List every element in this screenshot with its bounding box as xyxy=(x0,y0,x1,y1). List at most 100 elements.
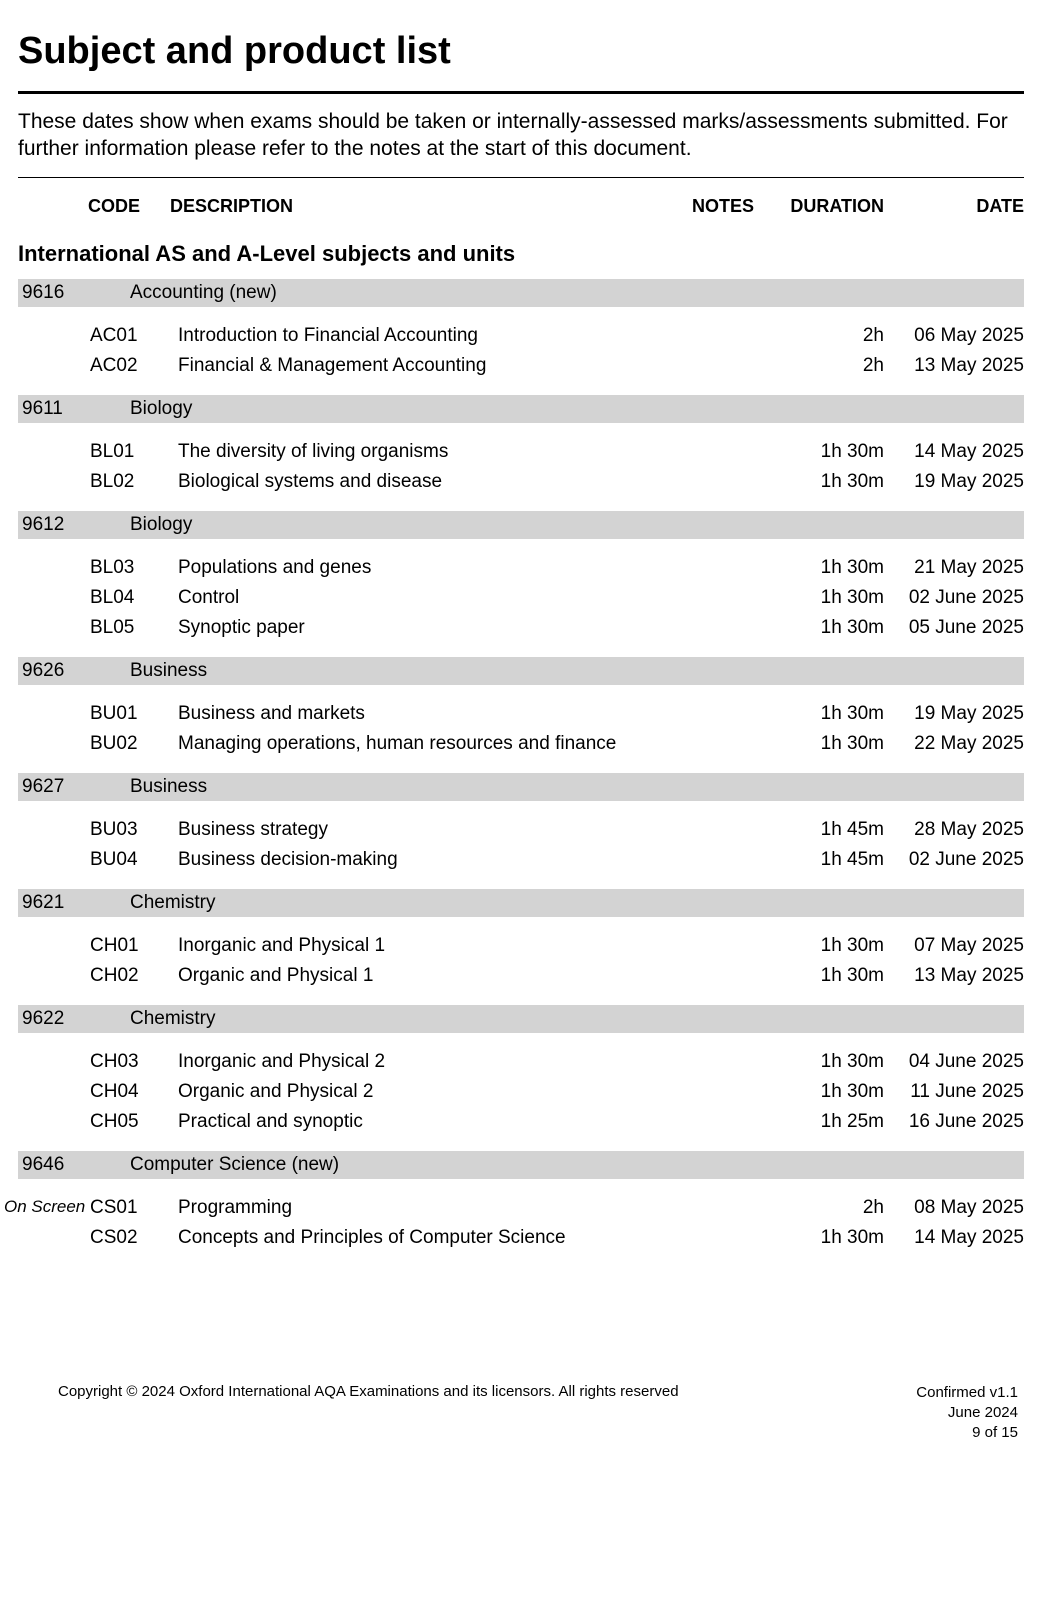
unit-row: CH02Organic and Physical 11h 30m13 May 2… xyxy=(18,961,1024,991)
unit-code: CH03 xyxy=(88,1051,178,1073)
unit-date: 13 May 2025 xyxy=(884,965,1024,987)
unit-description: The diversity of living organisms xyxy=(178,441,654,463)
unit-note xyxy=(4,849,88,871)
unit-description: Financial & Management Accounting xyxy=(178,355,654,377)
unit-duration: 1h 30m xyxy=(754,557,884,579)
unit-date: 05 June 2025 xyxy=(884,617,1024,639)
subject-name: Accounting (new) xyxy=(130,282,1024,304)
unit-row: BU04Business decision-making1h 45m02 Jun… xyxy=(18,845,1024,875)
unit-date: 08 May 2025 xyxy=(884,1197,1024,1219)
subject-name: Business xyxy=(130,660,1024,682)
unit-note xyxy=(4,617,88,639)
unit-note xyxy=(4,471,88,493)
unit-description: Inorganic and Physical 2 xyxy=(178,1051,654,1073)
subject-bar: 9612 Biology xyxy=(18,511,1024,539)
intro-text: These dates show when exams should be ta… xyxy=(18,108,1024,163)
unit-date: 04 June 2025 xyxy=(884,1051,1024,1073)
unit-description: Managing operations, human resources and… xyxy=(178,733,654,755)
subject-code: 9611 xyxy=(20,398,90,420)
page-title: Subject and product list xyxy=(18,30,1024,73)
unit-date: 22 May 2025 xyxy=(884,733,1024,755)
footer-right: Confirmed v1.1 June 2024 9 of 15 xyxy=(916,1383,1018,1444)
unit-description: Introduction to Financial Accounting xyxy=(178,325,654,347)
unit-date: 13 May 2025 xyxy=(884,355,1024,377)
unit-row: BL05Synoptic paper1h 30m05 June 2025 xyxy=(18,613,1024,643)
divider-intro xyxy=(18,177,1024,178)
unit-code: BU01 xyxy=(88,703,178,725)
subjects-container: 9616Accounting (new)AC01Introduction to … xyxy=(18,279,1024,1263)
footer-copyright: Copyright © 2024 Oxford International AQ… xyxy=(58,1383,679,1400)
unit-code: BL02 xyxy=(88,471,178,493)
unit-date: 19 May 2025 xyxy=(884,471,1024,493)
unit-note xyxy=(4,935,88,957)
unit-block: CH03Inorganic and Physical 2 1h 30m04 Jun… xyxy=(18,1033,1024,1147)
unit-duration: 1h 30m xyxy=(754,1227,884,1249)
subject-name: Chemistry xyxy=(130,1008,1024,1030)
unit-note xyxy=(4,355,88,377)
subject-code: 9622 xyxy=(20,1008,90,1030)
unit-note xyxy=(4,441,88,463)
subject-bar: 9622 Chemistry xyxy=(18,1005,1024,1033)
unit-row: BU01Business and markets1h 30m19 May 202… xyxy=(18,699,1024,729)
unit-block: AC01Introduction to Financial Accounting… xyxy=(18,307,1024,391)
unit-duration: 1h 30m xyxy=(754,965,884,987)
unit-row: AC01Introduction to Financial Accounting… xyxy=(18,321,1024,351)
unit-block: CH01Inorganic and Physical 11h 30m07 May… xyxy=(18,917,1024,1001)
unit-duration: 2h xyxy=(754,325,884,347)
section-title: International AS and A-Level subjects an… xyxy=(18,241,1024,267)
col-date: DATE xyxy=(884,196,1024,217)
unit-row: BL01The diversity of living organisms1h … xyxy=(18,437,1024,467)
unit-duration: 1h 30m xyxy=(754,617,884,639)
unit-date: 11 June 2025 xyxy=(884,1081,1024,1103)
unit-duration: 2h xyxy=(754,355,884,377)
divider-top xyxy=(18,91,1024,94)
unit-code: CH04 xyxy=(88,1081,178,1103)
subject-bar: 9621 Chemistry xyxy=(18,889,1024,917)
unit-description: Concepts and Principles of Computer Scie… xyxy=(178,1227,654,1249)
unit-description: Business decision-making xyxy=(178,849,654,871)
unit-description: Practical and synoptic xyxy=(178,1111,654,1133)
unit-code: BL04 xyxy=(88,587,178,609)
column-headers: CODE DESCRIPTION NOTES DURATION DATE xyxy=(18,190,1024,227)
subject-code: 9621 xyxy=(20,892,90,914)
unit-row: CH05Practical and synoptic1h 25m16 June … xyxy=(18,1107,1024,1137)
unit-note xyxy=(4,1081,88,1103)
unit-row: CH04Organic and Physical 21h 30m11 June … xyxy=(18,1077,1024,1107)
unit-note: On Screen xyxy=(4,1197,88,1219)
unit-note xyxy=(4,1051,88,1073)
unit-description: Business strategy xyxy=(178,819,654,841)
unit-code: BU04 xyxy=(88,849,178,871)
subject-name: Business xyxy=(130,776,1024,798)
unit-block: BL03Populations and genes1h 30m21 May 20… xyxy=(18,539,1024,653)
unit-note xyxy=(4,733,88,755)
unit-row: BL04Control1h 30m02 June 2025 xyxy=(18,583,1024,613)
col-description: DESCRIPTION xyxy=(168,196,654,217)
col-code: CODE xyxy=(88,196,168,217)
subject-name: Computer Science (new) xyxy=(130,1154,1024,1176)
unit-code: BL01 xyxy=(88,441,178,463)
unit-note xyxy=(4,819,88,841)
unit-duration: 1h 25m xyxy=(754,1111,884,1133)
unit-duration: 1h 30m xyxy=(754,703,884,725)
subject-code: 9627 xyxy=(20,776,90,798)
unit-date: 28 May 2025 xyxy=(884,819,1024,841)
unit-code: CS01 xyxy=(88,1197,178,1219)
unit-row: AC02Financial & Management Accounting 2h1… xyxy=(18,351,1024,381)
subject-code: 9612 xyxy=(20,514,90,536)
unit-duration: 1h 45m xyxy=(754,849,884,871)
unit-date: 07 May 2025 xyxy=(884,935,1024,957)
unit-description: Biological systems and disease xyxy=(178,471,654,493)
unit-block: On ScreenCS01Programming2h08 May 2025CS0… xyxy=(18,1179,1024,1263)
unit-description: Inorganic and Physical 1 xyxy=(178,935,654,957)
unit-code: AC02 xyxy=(88,355,178,377)
subject-name: Biology xyxy=(130,514,1024,536)
unit-note xyxy=(4,587,88,609)
unit-code: BU03 xyxy=(88,819,178,841)
unit-duration: 1h 30m xyxy=(754,935,884,957)
unit-code: AC01 xyxy=(88,325,178,347)
unit-block: BU01Business and markets1h 30m19 May 202… xyxy=(18,685,1024,769)
unit-code: BL05 xyxy=(88,617,178,639)
subject-name: Chemistry xyxy=(130,892,1024,914)
unit-date: 14 May 2025 xyxy=(884,1227,1024,1249)
unit-duration: 1h 30m xyxy=(754,1051,884,1073)
